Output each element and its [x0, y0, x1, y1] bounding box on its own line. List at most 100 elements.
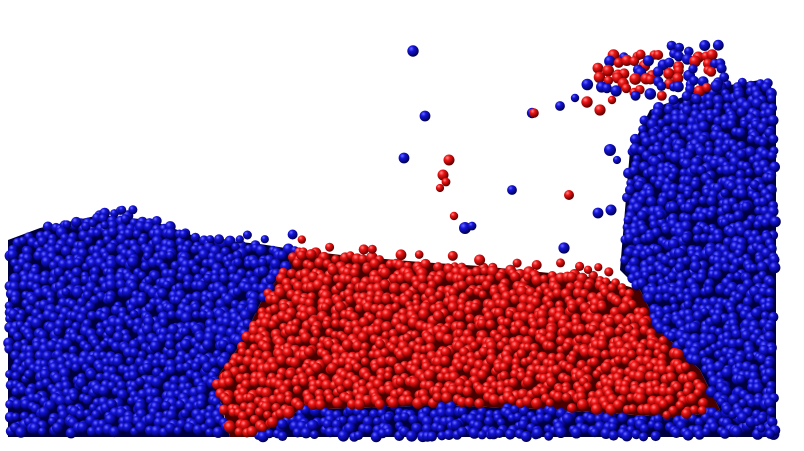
red-particle — [402, 333, 412, 343]
blue-particle — [48, 276, 57, 285]
blue-particle — [586, 413, 597, 424]
blue-spray-droplet — [419, 110, 431, 122]
blue-particle — [767, 114, 779, 126]
blue-particle — [167, 323, 179, 336]
blue-particle — [645, 188, 655, 199]
red-particle — [268, 394, 279, 405]
red-particle — [293, 281, 304, 293]
blue-particle — [532, 427, 544, 439]
red-particle — [447, 301, 459, 313]
blue-particle — [7, 249, 18, 261]
blue-particle — [150, 425, 163, 437]
blue-particle — [69, 392, 79, 402]
red-surface-particle — [447, 250, 458, 261]
red-particle — [246, 426, 258, 437]
red-particle — [245, 407, 255, 417]
red-particle — [294, 400, 304, 411]
red-particle — [353, 363, 362, 372]
blue-particle — [39, 369, 51, 381]
blue-particle — [736, 149, 747, 160]
blue-particle — [337, 430, 350, 442]
blue-particle — [98, 385, 110, 397]
blue-particle — [129, 347, 140, 358]
blue-particle — [601, 83, 612, 94]
red-particle — [337, 357, 347, 367]
blue-particle — [739, 119, 749, 129]
blue-particle — [71, 363, 81, 373]
red-particle — [686, 371, 698, 382]
blue-particle — [758, 138, 768, 147]
blue-particle — [244, 244, 254, 253]
red-particle — [567, 303, 577, 313]
red-particle — [307, 399, 319, 410]
blue-particle — [408, 414, 419, 425]
blue-particle — [758, 287, 768, 297]
blue-particle — [191, 310, 201, 320]
blue-particle — [570, 427, 583, 439]
blue-particle — [667, 271, 678, 282]
red-particle — [454, 310, 465, 321]
blue-particle — [257, 266, 269, 277]
blue-particle — [712, 94, 724, 107]
red-particle — [653, 50, 664, 60]
blue-particle — [81, 385, 91, 395]
blue-particle — [666, 40, 677, 51]
red-spray-droplet — [443, 154, 455, 166]
blue-spray-droplet — [558, 242, 570, 254]
red-particle — [478, 290, 487, 299]
blue-particle — [704, 278, 715, 289]
blue-particle — [191, 291, 203, 303]
red-particle — [254, 407, 265, 417]
blue-particle — [721, 143, 731, 154]
blue-particle — [670, 122, 680, 132]
blue-particle — [504, 429, 516, 440]
blue-particle — [662, 292, 672, 302]
blue-particle — [733, 271, 742, 281]
red-particle — [354, 398, 366, 410]
red-particle — [613, 355, 623, 365]
blue-particle — [699, 40, 711, 51]
blue-spray-droplet — [507, 185, 517, 195]
blue-particle — [744, 146, 756, 158]
blue-particle — [199, 310, 208, 320]
blue-particle — [307, 419, 319, 432]
blue-particle — [748, 364, 759, 374]
red-particle — [698, 397, 709, 409]
blue-particle — [546, 406, 557, 417]
blue-particle — [194, 332, 206, 343]
blue-particle — [331, 419, 342, 430]
red-particle — [665, 365, 676, 375]
blue-particle — [76, 297, 87, 307]
blue-particle — [221, 317, 232, 328]
blue-particle — [105, 279, 117, 291]
blue-particle — [767, 151, 777, 161]
blue-particle — [722, 237, 733, 247]
red-particle — [433, 262, 444, 273]
red-particle — [567, 403, 577, 413]
blue-particle — [468, 427, 481, 439]
blue-particle — [122, 333, 132, 344]
red-particle — [396, 273, 406, 284]
blue-particle — [277, 431, 288, 442]
blue-particle — [722, 323, 732, 334]
red-surface-particle — [414, 250, 424, 259]
blue-particle — [544, 431, 554, 441]
blue-particle — [702, 427, 711, 437]
blue-particle — [702, 225, 712, 234]
blue-particle — [37, 329, 48, 341]
red-particle — [589, 303, 600, 314]
red-particle — [465, 275, 476, 286]
blue-particle — [136, 296, 147, 306]
blue-particle — [765, 429, 775, 439]
red-particle — [680, 362, 691, 372]
red-particle — [553, 391, 564, 403]
red-particle — [577, 398, 589, 411]
blue-particle — [682, 429, 694, 441]
blue-surface-particle — [287, 229, 298, 240]
blue-particle — [638, 432, 649, 442]
blue-particle — [683, 189, 693, 199]
red-particle — [525, 355, 535, 365]
blue-particle — [629, 165, 639, 176]
blue-particle — [174, 332, 183, 342]
blue-particle — [123, 228, 134, 239]
